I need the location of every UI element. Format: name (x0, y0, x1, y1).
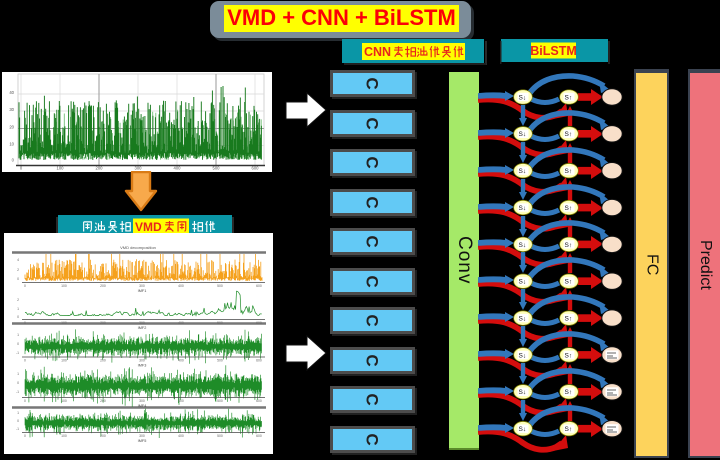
svg-text:100: 100 (57, 166, 65, 171)
svg-text:S↑: S↑ (565, 205, 573, 212)
svg-text:S↑: S↑ (565, 316, 573, 323)
svg-text:BiLSTM: BiLSTM (530, 44, 577, 58)
svg-text:200: 200 (100, 284, 106, 288)
svg-text:200: 200 (96, 166, 104, 171)
svg-text:S↑: S↑ (565, 168, 573, 175)
svg-text:600: 600 (256, 358, 262, 362)
svg-text:600: 600 (256, 434, 262, 438)
svg-text:2: 2 (17, 268, 19, 272)
svg-text:0: 0 (24, 434, 26, 438)
svg-text:-1: -1 (16, 351, 19, 355)
svg-text:S↓: S↓ (519, 316, 527, 323)
svg-text:0: 0 (24, 321, 26, 325)
svg-text:0: 0 (24, 358, 26, 362)
svg-text:S↓: S↓ (519, 205, 527, 212)
svg-text:S↑: S↑ (565, 352, 573, 359)
svg-text:600: 600 (256, 399, 262, 403)
svg-text:S↑: S↑ (565, 94, 573, 101)
svg-text:S↓: S↓ (519, 131, 527, 138)
svg-text:VMD decomposition: VMD decomposition (120, 245, 156, 250)
svg-text:20: 20 (9, 125, 14, 130)
svg-text:0: 0 (17, 342, 19, 346)
svg-text:400: 400 (178, 434, 184, 438)
svg-text:100: 100 (61, 284, 67, 288)
svg-text:400: 400 (178, 321, 184, 325)
svg-text:400: 400 (178, 358, 184, 362)
svg-text:10: 10 (9, 142, 14, 147)
svg-text:500: 500 (217, 321, 223, 325)
svg-text:S↑: S↑ (565, 389, 573, 396)
svg-text:500: 500 (217, 284, 223, 288)
svg-text:400: 400 (178, 399, 184, 403)
svg-text:0: 0 (12, 158, 15, 163)
svg-text:-1: -1 (16, 427, 19, 431)
svg-text:S↓: S↓ (519, 279, 527, 286)
svg-text:500: 500 (217, 399, 223, 403)
svg-text:300: 300 (135, 166, 143, 171)
svg-text:300: 300 (139, 399, 145, 403)
svg-text:0: 0 (17, 315, 19, 319)
svg-text:S↑: S↑ (565, 131, 573, 138)
svg-text:IMF4: IMF4 (138, 404, 147, 408)
svg-text:40: 40 (9, 90, 14, 95)
svg-text:500: 500 (217, 434, 223, 438)
svg-text:4: 4 (17, 258, 19, 262)
svg-text:S↓: S↓ (519, 389, 527, 396)
svg-text:300: 300 (139, 358, 145, 362)
svg-text:S↑: S↑ (565, 279, 573, 286)
svg-text:600: 600 (256, 284, 262, 288)
svg-text:0: 0 (24, 284, 26, 288)
svg-text:IMF5: IMF5 (138, 439, 147, 443)
svg-text:200: 200 (100, 399, 106, 403)
svg-text:IMF2: IMF2 (138, 326, 147, 330)
svg-text:IMF3: IMF3 (138, 364, 147, 368)
svg-text:S↑: S↑ (565, 242, 573, 249)
svg-text:100: 100 (61, 399, 67, 403)
svg-text:S↑: S↑ (565, 426, 573, 433)
svg-text:0: 0 (20, 166, 23, 171)
svg-text:100: 100 (61, 434, 67, 438)
svg-text:S↓: S↓ (519, 352, 527, 359)
svg-text:400: 400 (174, 166, 182, 171)
svg-text:600: 600 (256, 321, 262, 325)
svg-text:S↓: S↓ (519, 168, 527, 175)
svg-text:1: 1 (17, 372, 19, 376)
svg-text:2: 2 (17, 298, 19, 302)
svg-text:CNN: CNN (364, 45, 391, 59)
svg-text:400: 400 (178, 284, 184, 288)
svg-text:S↓: S↓ (519, 426, 527, 433)
svg-text:S↓: S↓ (519, 94, 527, 101)
svg-text:200: 200 (100, 321, 106, 325)
svg-text:100: 100 (61, 321, 67, 325)
svg-text:1: 1 (17, 307, 19, 311)
svg-text:0: 0 (17, 419, 19, 423)
svg-text:0: 0 (17, 277, 19, 281)
svg-text:IMF1: IMF1 (138, 289, 147, 293)
svg-text:VMD: VMD (135, 220, 162, 234)
svg-text:S↓: S↓ (519, 242, 527, 249)
svg-text:0: 0 (17, 381, 19, 385)
svg-text:100: 100 (61, 358, 67, 362)
svg-text:200: 200 (100, 434, 106, 438)
svg-text:30: 30 (9, 107, 14, 112)
svg-text:200: 200 (100, 358, 106, 362)
svg-text:1: 1 (17, 411, 19, 415)
svg-text:300: 300 (139, 284, 145, 288)
svg-text:500: 500 (213, 166, 221, 171)
svg-text:500: 500 (217, 358, 223, 362)
svg-text:-1: -1 (16, 390, 19, 394)
svg-text:600: 600 (252, 166, 260, 171)
svg-text:1: 1 (17, 333, 19, 337)
svg-text:300: 300 (139, 434, 145, 438)
svg-text:300: 300 (139, 321, 145, 325)
svg-text:0: 0 (24, 399, 26, 403)
